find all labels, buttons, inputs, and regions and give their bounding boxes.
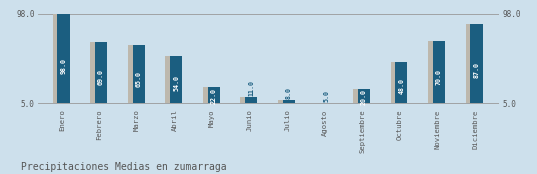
Bar <box>245 97 257 103</box>
Bar <box>283 100 295 103</box>
Text: 48.0: 48.0 <box>398 78 404 94</box>
Bar <box>128 45 141 103</box>
Text: 54.0: 54.0 <box>173 75 179 91</box>
Bar <box>95 42 107 103</box>
Text: 70.0: 70.0 <box>436 69 442 85</box>
Bar <box>358 89 370 103</box>
Bar <box>428 41 441 103</box>
Text: 98.0: 98.0 <box>61 58 67 74</box>
Bar <box>466 24 479 103</box>
Bar <box>57 14 69 103</box>
Bar <box>433 41 445 103</box>
Bar <box>470 24 483 103</box>
Bar <box>53 14 66 103</box>
Bar <box>241 97 254 103</box>
Bar <box>390 62 404 103</box>
Text: 22.0: 22.0 <box>211 88 217 104</box>
Bar <box>208 87 220 103</box>
Bar <box>278 100 292 103</box>
Text: 5.0: 5.0 <box>323 90 329 102</box>
Bar <box>165 56 179 103</box>
Bar <box>170 56 182 103</box>
Bar <box>395 62 408 103</box>
Text: 69.0: 69.0 <box>98 69 104 85</box>
Text: 11.0: 11.0 <box>248 80 254 96</box>
Text: 87.0: 87.0 <box>474 62 480 78</box>
Bar <box>90 42 104 103</box>
Text: 8.0: 8.0 <box>286 87 292 99</box>
Text: 65.0: 65.0 <box>135 71 142 87</box>
Bar <box>133 45 144 103</box>
Text: 20.0: 20.0 <box>361 89 367 105</box>
Bar <box>203 87 216 103</box>
Text: Precipitaciones Medias en zumarraga: Precipitaciones Medias en zumarraga <box>21 162 227 172</box>
Bar <box>353 89 366 103</box>
